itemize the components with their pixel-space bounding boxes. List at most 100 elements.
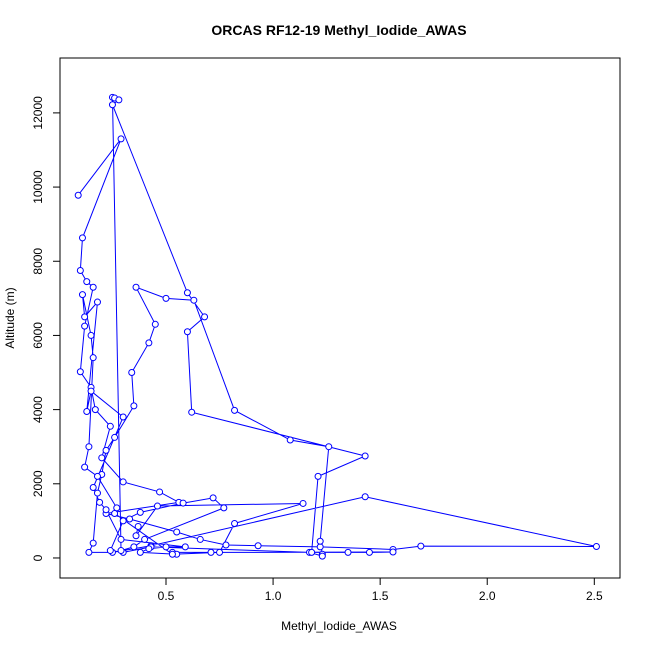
data-point [314, 472, 322, 480]
data-point [344, 548, 352, 556]
y-tick-label: 12000 [31, 96, 45, 130]
data-point [102, 506, 110, 514]
data-point [201, 313, 209, 321]
data-point [173, 528, 181, 536]
y-tick-label: 10000 [31, 170, 45, 204]
data-point [111, 509, 119, 517]
data-point [231, 519, 239, 527]
data-point [136, 508, 144, 516]
data-point [85, 548, 93, 556]
data-point [83, 407, 91, 415]
data-point [179, 499, 187, 507]
data-point [156, 488, 164, 496]
data-point [231, 406, 239, 414]
data-point [83, 278, 91, 286]
data-point [106, 547, 114, 555]
data-point [308, 548, 316, 556]
data-point [207, 548, 215, 556]
data-point [145, 545, 153, 553]
data-point [365, 548, 373, 556]
y-tick-label: 4000 [31, 396, 45, 423]
data-point [145, 339, 153, 347]
data-point [98, 454, 106, 462]
data-point [286, 436, 294, 444]
data-point [117, 547, 125, 555]
data-point [111, 433, 119, 441]
data-point [183, 328, 191, 336]
data-point [96, 498, 104, 506]
y-tick-label: 2000 [31, 470, 45, 497]
data-point [162, 543, 170, 551]
x-tick-label: 1.5 [372, 589, 389, 603]
y-axis-label: Altitude (m) [3, 287, 17, 348]
y-tick-label: 6000 [31, 322, 45, 349]
data-point [76, 267, 84, 275]
data-point [87, 331, 95, 339]
data-point [87, 387, 95, 395]
data-point [81, 463, 89, 471]
chart-title: ORCAS RF12-19 Methyl_Iodide_AWAS [211, 22, 466, 38]
data-point [117, 135, 125, 143]
data-point [181, 543, 189, 551]
data-point [91, 406, 99, 414]
data-point [130, 402, 138, 410]
data-point [117, 535, 125, 543]
data-point [89, 354, 97, 362]
y-tick-label: 8000 [31, 248, 45, 275]
data-point [318, 552, 326, 560]
data-point [81, 322, 89, 330]
data-point [209, 494, 217, 502]
y-tick-label: 0 [31, 554, 45, 561]
data-point [188, 408, 196, 416]
data-point [134, 522, 142, 530]
data-point [299, 499, 307, 507]
data-point [325, 443, 333, 451]
x-tick-label: 0.5 [158, 589, 175, 603]
data-point [222, 541, 230, 549]
data-point [196, 535, 204, 543]
data-point [592, 542, 600, 550]
data-point [168, 550, 176, 558]
data-point [417, 542, 425, 550]
data-point [389, 548, 397, 556]
data-point [119, 478, 127, 486]
data-point [78, 234, 86, 242]
data-point [119, 413, 127, 421]
data-point [141, 535, 149, 543]
data-point [183, 289, 191, 297]
data-point [254, 542, 262, 550]
data-point [102, 446, 110, 454]
data-point [93, 472, 101, 480]
data-point [74, 191, 82, 199]
data-point [132, 532, 140, 540]
data-point [162, 294, 170, 302]
data-point [190, 296, 198, 304]
data-point [128, 369, 136, 377]
data-point [361, 493, 369, 501]
data-point [78, 291, 86, 299]
data-point [115, 96, 123, 104]
data-point [136, 548, 144, 556]
x-tick-label: 2.0 [479, 589, 496, 603]
x-tick-label: 1.0 [265, 589, 282, 603]
x-axis-label: Methyl_Iodide_AWAS [281, 619, 397, 633]
data-point [81, 313, 89, 321]
data-point [316, 537, 324, 545]
data-point [220, 504, 228, 512]
x-tick-label: 2.5 [586, 589, 603, 603]
data-point [89, 484, 97, 492]
data-point [85, 443, 93, 451]
data-point [361, 452, 369, 460]
data-point [89, 539, 97, 547]
data-point [119, 517, 127, 525]
data-point [89, 283, 97, 291]
data-point [216, 548, 224, 556]
plot-frame [59, 57, 621, 579]
data-point [106, 422, 114, 430]
data-point [93, 298, 101, 306]
data-point [130, 543, 138, 551]
data-point [93, 489, 101, 497]
data-point [132, 283, 140, 291]
data-point [153, 502, 161, 510]
